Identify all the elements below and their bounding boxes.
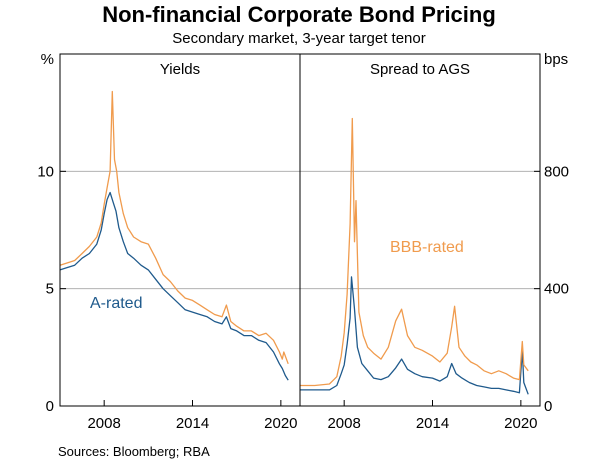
source-note: Sources: Bloomberg; RBA	[58, 444, 210, 459]
series-line-a-rated-panel-1	[59, 191, 289, 381]
x-tick-label: 2014	[416, 415, 449, 432]
y-tick-label-right: 400	[544, 281, 569, 298]
x-tick-label: 2008	[327, 415, 360, 432]
y-tick-label-left: 0	[46, 398, 54, 415]
panel-title: Yields	[160, 61, 200, 78]
chart-subtitle: Secondary market, 3-year target tenor	[172, 30, 426, 47]
bbb-rated-label: BBB-rated	[390, 239, 464, 256]
series-line-bbb-rated-panel-1	[59, 90, 289, 365]
y-unit-label: %	[41, 51, 54, 68]
y-tick-label-right: 800	[544, 163, 569, 180]
x-tick-label: 2014	[176, 415, 209, 432]
panel-title: Spread to AGS	[370, 61, 470, 78]
y-tick-label-left: 10	[37, 163, 54, 180]
y-tick-label-right: 0	[544, 398, 552, 415]
a-rated-label: A-rated	[90, 295, 142, 312]
x-tick-label: 2020	[504, 415, 537, 432]
x-tick-label: 2008	[87, 415, 120, 432]
y-unit-label: bps	[544, 51, 568, 68]
y-tick-label-left: 5	[46, 281, 54, 298]
series-line-a-rated-panel-2	[300, 276, 529, 395]
chart-title: Non-financial Corporate Bond Pricing	[102, 2, 496, 27]
series-line-bbb-rated-panel-2	[300, 117, 529, 387]
x-tick-label: 2020	[264, 415, 297, 432]
